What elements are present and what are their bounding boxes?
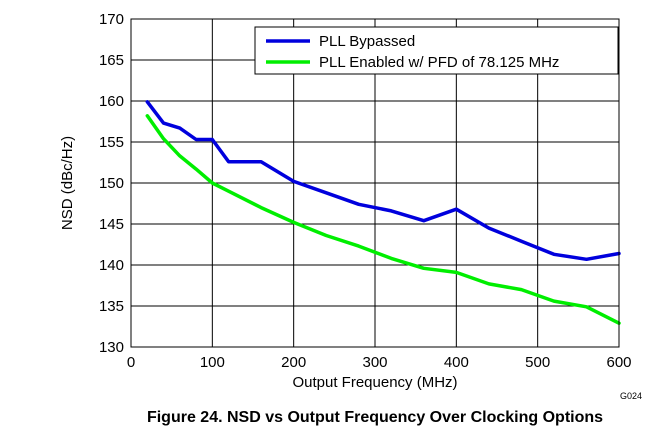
y-tick-labels: 130 135 140 145 150 155 160 165 170 <box>99 11 124 356</box>
y-tick-label: 140 <box>99 257 124 274</box>
legend-box <box>254 26 619 75</box>
x-tick-label: 100 <box>200 354 225 371</box>
series-lines <box>145 100 621 325</box>
x-tick-label: 300 <box>362 354 387 371</box>
legend-label-pll-enabled: PLL Enabled w/ PFD of 78.125 MHz <box>319 54 559 71</box>
figure-caption: Figure 24. NSD vs Output Frequency Over … <box>147 409 603 426</box>
y-tick-label: 165 <box>99 52 124 69</box>
series-line-pll-enabled <box>145 114 621 325</box>
legend: PLL Bypassed PLL Enabled w/ PFD of 78.12… <box>254 26 619 75</box>
y-tick-label: 150 <box>99 175 124 192</box>
plot-frame <box>130 18 620 348</box>
y-tick-label: 135 <box>99 298 124 315</box>
figure-code: G024 <box>620 391 642 401</box>
x-tick-label: 200 <box>281 354 306 371</box>
x-tick-labels: 0 100 200 300 400 500 600 <box>127 354 632 371</box>
x-tick-label: 500 <box>525 354 550 371</box>
x-tick-label: 0 <box>127 354 135 371</box>
series-line-pll-bypassed <box>145 100 621 262</box>
x-tick-label: 600 <box>606 354 631 371</box>
y-tick-label: 170 <box>99 11 124 28</box>
y-tick-label: 160 <box>99 93 124 110</box>
y-tick-label: 130 <box>99 339 124 356</box>
x-axis-label: Output Frequency (MHz) <box>292 374 457 391</box>
y-tick-label: 145 <box>99 216 124 233</box>
x-tick-label: 400 <box>444 354 469 371</box>
y-axis-label: NSD (dBc/Hz) <box>59 136 76 230</box>
legend-label-pll-bypassed: PLL Bypassed <box>319 33 415 50</box>
y-tick-label: 155 <box>99 134 124 151</box>
